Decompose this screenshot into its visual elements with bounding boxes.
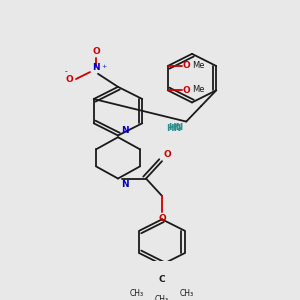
Text: O: O bbox=[164, 150, 172, 159]
Text: O: O bbox=[183, 86, 190, 95]
Text: CH₃: CH₃ bbox=[130, 289, 144, 298]
Text: N: N bbox=[121, 180, 129, 189]
Text: O: O bbox=[183, 61, 190, 70]
Text: -: - bbox=[64, 68, 68, 76]
Text: Me: Me bbox=[192, 85, 204, 94]
Text: O: O bbox=[92, 46, 100, 56]
Text: O: O bbox=[65, 75, 73, 84]
Text: N: N bbox=[121, 127, 129, 136]
Text: C: C bbox=[159, 275, 165, 284]
Text: N: N bbox=[92, 63, 100, 72]
Text: +: + bbox=[101, 64, 106, 69]
Text: CH₃: CH₃ bbox=[180, 289, 194, 298]
Text: HN: HN bbox=[168, 123, 183, 132]
Text: O: O bbox=[158, 214, 166, 223]
Text: Me: Me bbox=[192, 61, 204, 70]
Text: CH₃: CH₃ bbox=[155, 295, 169, 300]
Text: HN: HN bbox=[166, 124, 181, 133]
